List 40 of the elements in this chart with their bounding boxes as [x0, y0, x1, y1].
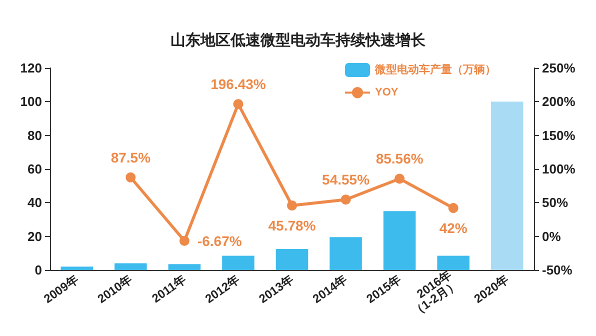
y-tick-label: 20 [28, 228, 42, 244]
point [126, 172, 136, 182]
chart-title: 山东地区低速微型电动车持续快速增长 [170, 31, 426, 49]
point [394, 174, 405, 184]
bar [60, 266, 94, 270]
data-label: 45.78% [268, 218, 316, 234]
data-label: 87.5% [110, 149, 152, 166]
y-tick-label: 120 [20, 60, 42, 76]
y2-tick-label: 200% [542, 94, 576, 110]
data-label: -6.67% [197, 232, 242, 249]
y2-tick-label: 250% [542, 60, 576, 76]
y-tick-label: 40 [28, 195, 42, 210]
y2-tick-label: 150% [542, 128, 576, 143]
y2-tick-label: 100% [542, 162, 576, 176]
point [340, 194, 351, 205]
point [179, 236, 190, 246]
y-tick-label: 100 [20, 94, 42, 110]
legend-label: 微型电动车产量（万辆） [374, 63, 496, 76]
bar [330, 237, 362, 270]
y-tick-label: 0 [34, 262, 42, 278]
data-label: 54.55% [322, 172, 370, 188]
bar [383, 211, 416, 270]
bar [222, 256, 254, 270]
bar [168, 264, 201, 270]
bar [437, 256, 470, 270]
y2-tick-label: 0% [542, 228, 562, 244]
legend-label: YOY [375, 86, 399, 99]
bar [490, 102, 524, 270]
y2-tick-label: -50% [542, 262, 573, 278]
data-label: 196.43% [210, 76, 266, 92]
data-label: 85.56% [376, 150, 424, 167]
bar [276, 248, 308, 270]
bar [114, 263, 147, 270]
y2-tick-label: 50% [542, 195, 568, 210]
point [287, 200, 297, 211]
data-label: 42% [439, 220, 468, 236]
point [448, 203, 458, 214]
y-tick-label: 80 [28, 128, 42, 143]
y-tick-label: 60 [28, 162, 42, 176]
point [233, 99, 244, 110]
